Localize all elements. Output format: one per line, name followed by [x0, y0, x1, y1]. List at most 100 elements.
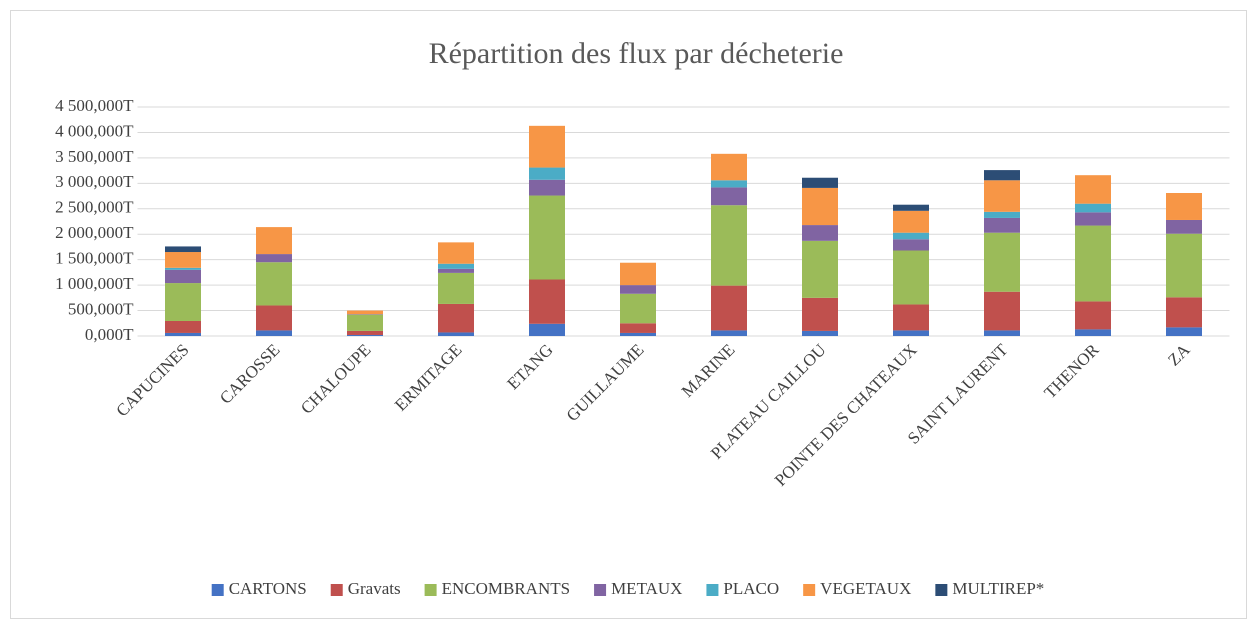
- bar-segment: [711, 180, 747, 188]
- bar-segment: [1166, 297, 1202, 328]
- legend-label: MULTIREP*: [952, 579, 1044, 598]
- bar-segment: [620, 323, 656, 333]
- bar-segment: [893, 204, 929, 211]
- bar-segment: [347, 330, 383, 335]
- legend-label: Gravats: [348, 579, 401, 598]
- bar-segment: [1166, 219, 1202, 234]
- y-tick-label: 3 000,000T: [55, 172, 134, 191]
- legend-swatch: [330, 584, 343, 596]
- bar-segment: [347, 314, 383, 331]
- legend-swatch: [935, 584, 948, 596]
- y-tick-label: 2 000,000T: [55, 223, 134, 242]
- bar-segment: [165, 332, 201, 336]
- bar-segment: [984, 180, 1020, 212]
- bar-segment: [893, 210, 929, 233]
- bar-segment: [711, 153, 747, 181]
- legend-swatch: [211, 584, 224, 596]
- bar-segment: [438, 332, 474, 336]
- y-tick-label: 2 500,000T: [55, 198, 134, 217]
- y-tick-label: 4 500,000T: [55, 96, 134, 115]
- bar-segment: [620, 332, 656, 336]
- legend-item: Gravats: [330, 579, 401, 598]
- bar-segment: [802, 177, 838, 188]
- bar-segment: [620, 262, 656, 286]
- bar-segment: [529, 323, 565, 336]
- bar-segment: [256, 254, 292, 263]
- bar-segment: [984, 211, 1020, 218]
- bar-segment: [620, 285, 656, 294]
- legend-item: ENCOMBRANTS: [424, 579, 570, 598]
- legend-swatch: [803, 584, 816, 596]
- legend-swatch: [594, 584, 607, 596]
- bar-segment: [529, 195, 565, 280]
- bar-segment: [802, 297, 838, 331]
- legend-label: CARTONS: [229, 579, 307, 598]
- bar-segment: [1075, 329, 1111, 336]
- legend-label: ENCOMBRANTS: [442, 579, 570, 598]
- bar-segment: [1166, 233, 1202, 298]
- bar-segment: [893, 250, 929, 305]
- chart-title: Répartition des flux par décheterie: [429, 37, 844, 70]
- legend-item: METAUX: [594, 579, 682, 598]
- bar-segment: [802, 240, 838, 298]
- bar-segment: [438, 242, 474, 264]
- bar-segment: [529, 125, 565, 168]
- bar-segment: [711, 187, 747, 206]
- bar-segment: [1075, 225, 1111, 302]
- bar-segment: [256, 305, 292, 331]
- bar-segment: [529, 167, 565, 180]
- y-tick-label: 1 500,000T: [55, 249, 134, 268]
- bar-segment: [1075, 175, 1111, 204]
- bar-segment: [711, 330, 747, 336]
- y-tick-label: 1 000,000T: [55, 274, 134, 293]
- bar-segment: [165, 246, 201, 253]
- legend-label: VEGETAUX: [820, 579, 911, 598]
- bar-segment: [1075, 212, 1111, 226]
- bar-segment: [1166, 327, 1202, 336]
- y-tick-label: 3 500,000T: [55, 147, 134, 166]
- bar-segment: [438, 268, 474, 273]
- legend-swatch: [706, 584, 719, 596]
- legend-swatch: [424, 584, 437, 596]
- bar-segment: [165, 283, 201, 321]
- bar-segment: [1075, 203, 1111, 213]
- bar-segment: [347, 310, 383, 315]
- legend-item: MULTIREP*: [935, 579, 1044, 598]
- legend-item: VEGETAUX: [803, 579, 911, 598]
- bar-segment: [165, 269, 201, 284]
- bar-segment: [165, 320, 201, 333]
- bar-segment: [893, 330, 929, 336]
- bar-segment: [711, 285, 747, 331]
- legend-label: PLACO: [723, 579, 779, 598]
- bar-segment: [984, 232, 1020, 292]
- bar-segment: [984, 291, 1020, 331]
- bar-segment: [893, 232, 929, 240]
- bar-segment: [802, 225, 838, 241]
- y-tick-label: 500,000T: [68, 299, 134, 318]
- bar-segment: [1166, 193, 1202, 220]
- bar-segment: [165, 267, 201, 270]
- bar-segment: [893, 239, 929, 251]
- legend-label: METAUX: [611, 579, 682, 598]
- bar-segment: [529, 179, 565, 196]
- legend-item: PLACO: [706, 579, 779, 598]
- bar-segment: [802, 330, 838, 336]
- bar-segment: [165, 252, 201, 268]
- bar-segment: [893, 304, 929, 331]
- bar-segment: [438, 303, 474, 333]
- bar-segment: [256, 330, 292, 336]
- bar-segment: [984, 170, 1020, 181]
- y-tick-label: 4 000,000T: [55, 121, 134, 140]
- y-tick-label: 0,000T: [85, 325, 134, 344]
- legend-item: CARTONS: [211, 579, 307, 598]
- bar-segment: [438, 272, 474, 304]
- bar-segment: [438, 263, 474, 269]
- bar-segment: [347, 314, 383, 315]
- bar-segment: [711, 205, 747, 286]
- bar-segment: [984, 330, 1020, 336]
- bar-segment: [802, 187, 838, 226]
- bar-segment: [1075, 301, 1111, 330]
- bar-segment: [529, 279, 565, 324]
- bar-segment: [347, 334, 383, 336]
